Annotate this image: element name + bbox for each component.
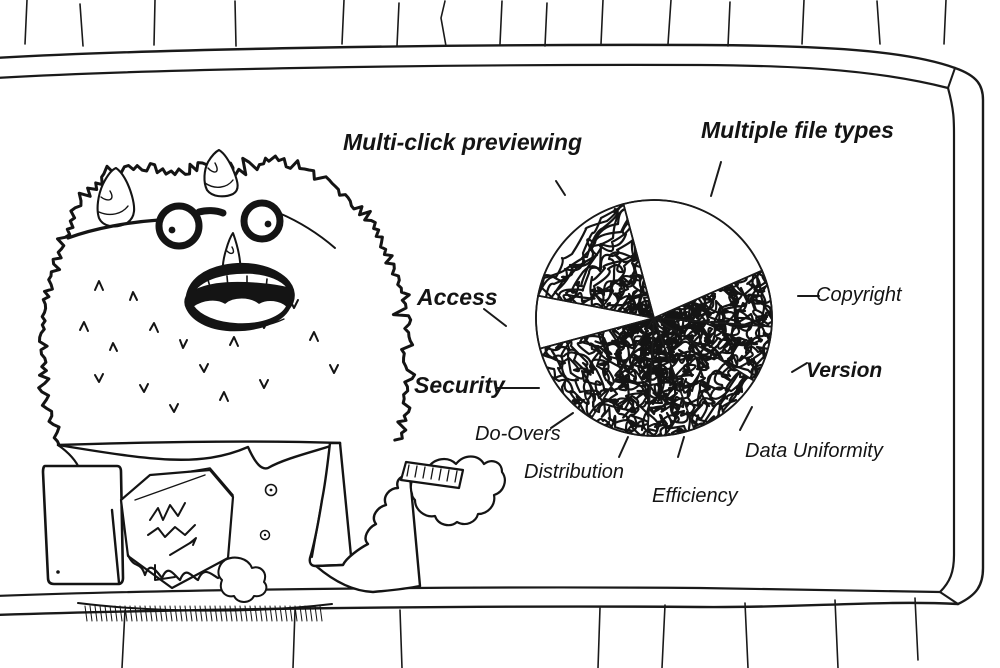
svg-text:Multi-click previewing: Multi-click previewing bbox=[343, 129, 582, 155]
svg-text:Multiple file types: Multiple file types bbox=[701, 117, 894, 143]
svg-text:Access: Access bbox=[416, 284, 498, 310]
svg-text:Do-Overs: Do-Overs bbox=[475, 423, 561, 445]
svg-text:Distribution: Distribution bbox=[524, 461, 624, 483]
svg-text:Copyright: Copyright bbox=[816, 284, 903, 306]
svg-text:Security: Security bbox=[414, 372, 506, 398]
svg-text:Data Uniformity: Data Uniformity bbox=[745, 440, 884, 462]
svg-text:Version: Version bbox=[806, 359, 882, 382]
svg-text:Efficiency: Efficiency bbox=[652, 485, 739, 507]
